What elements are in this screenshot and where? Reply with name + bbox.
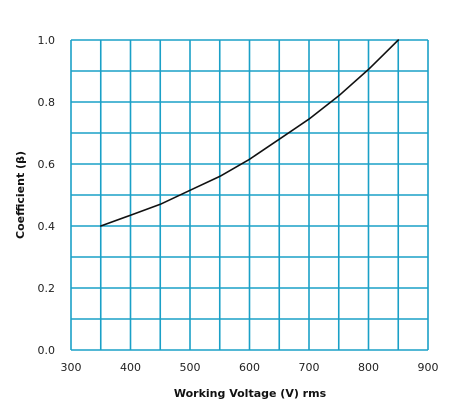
x-axis-title: Working Voltage (V) rms [174,387,327,400]
x-tick-label-400: 400 [120,361,141,374]
y-tick-label-0.0: 0.0 [38,344,56,357]
y-tick-label-0.6: 0.6 [38,158,56,171]
x-axis-ticks: 300 400 500 600 700 800 900 [61,361,439,374]
y-axis-ticks: 0.0 0.2 0.4 0.6 0.8 1.0 [38,34,56,357]
y-axis-title: Coefficient (β) [14,151,27,239]
plot-series [100,39,400,227]
x-tick-label-600: 600 [239,361,260,374]
x-tick-label-300: 300 [61,361,82,374]
x-tick-label-700: 700 [299,361,320,374]
y-tick-label-0.2: 0.2 [38,282,56,295]
x-tick-label-500: 500 [180,361,201,374]
series-line-0 [100,39,400,227]
y-tick-label-1.0: 1.0 [38,34,56,47]
y-tick-label-0.8: 0.8 [38,96,56,109]
grid [70,39,429,351]
x-tick-label-900: 900 [418,361,439,374]
x-tick-label-800: 800 [358,361,379,374]
y-tick-label-0.4: 0.4 [38,220,56,233]
